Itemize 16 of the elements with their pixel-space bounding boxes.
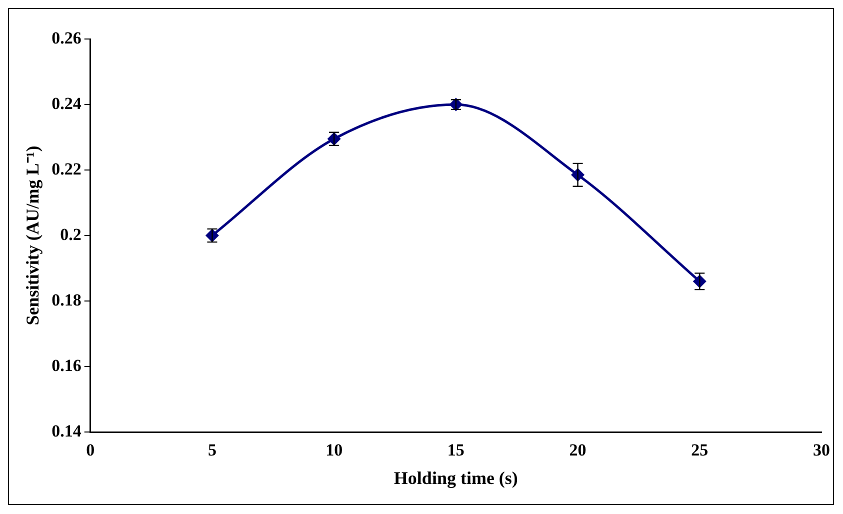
y-tick-label: 0.22: [52, 159, 82, 178]
y-tick-label: 0.24: [52, 94, 82, 113]
x-tick-label: 5: [208, 440, 216, 460]
x-tick-label: 25: [691, 440, 708, 460]
x-tick-label: 30: [813, 440, 830, 460]
y-axis-title: Sensitivity (AU/mg L⁻¹): [22, 146, 42, 326]
x-tick-label: 15: [447, 440, 464, 460]
y-tick-label: 0.26: [52, 28, 82, 48]
x-axis-title: Holding time (s): [394, 468, 518, 488]
y-tick-label: 0.16: [52, 356, 82, 375]
x-tick-label: 0: [86, 440, 95, 460]
x-tick-label: 20: [569, 440, 586, 460]
y-tick-label: 0.2: [60, 224, 82, 244]
y-tick-label: 0.18: [52, 290, 82, 310]
y-tick-label: 0.14: [52, 421, 82, 440]
x-tick-label: 10: [326, 440, 343, 460]
